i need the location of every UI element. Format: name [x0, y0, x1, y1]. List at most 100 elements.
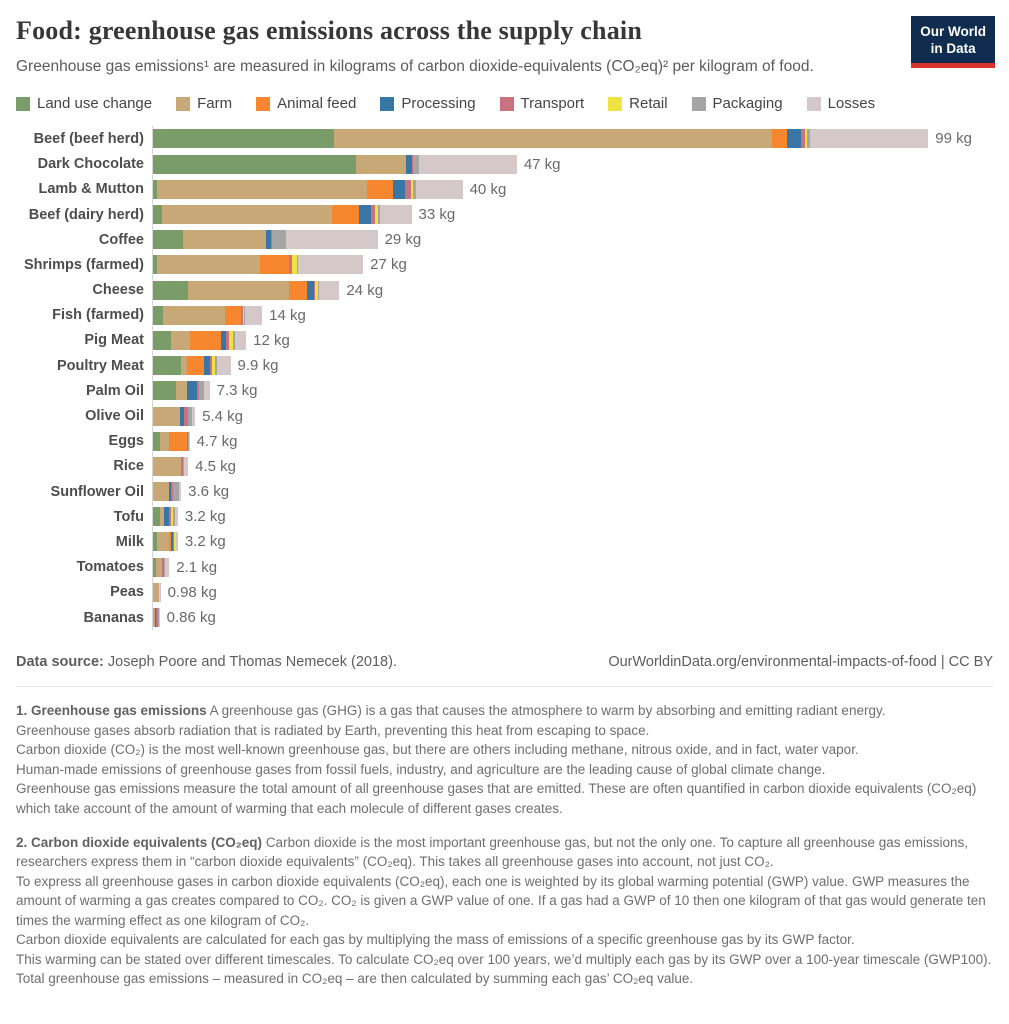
bar-segment-packaging[interactable]	[188, 406, 192, 426]
bar-segment-transport[interactable]	[801, 129, 806, 149]
bar-segment-farm[interactable]	[175, 381, 188, 401]
bar-segment-land-use-change[interactable]	[153, 381, 176, 401]
bar-segment-packaging[interactable]	[232, 330, 236, 350]
bar-segment-processing[interactable]	[169, 482, 171, 502]
bar-segment-transport[interactable]	[209, 356, 212, 376]
legend-item-animal-feed[interactable]: Animal feed	[256, 95, 356, 112]
bar-segment-packaging[interactable]	[318, 280, 320, 300]
bar-segment-processing[interactable]	[307, 280, 315, 300]
bar-segment-animal-feed[interactable]	[168, 431, 188, 451]
bar-segment-retail[interactable]	[229, 330, 233, 350]
legend-item-retail[interactable]: Retail	[608, 95, 668, 112]
bar-segment-animal-feed[interactable]	[289, 280, 308, 300]
bar-segment-farm[interactable]	[153, 482, 170, 502]
bar-segment-processing[interactable]	[204, 356, 210, 376]
bar-segment-farm[interactable]	[163, 305, 225, 325]
owid-link[interactable]: OurWorldinData.org/environmental-impacts…	[608, 654, 993, 671]
bar-segment-losses[interactable]	[285, 230, 378, 250]
bar-segment-packaging[interactable]	[214, 356, 218, 376]
bar-segment-packaging[interactable]	[413, 179, 416, 199]
bar-segment-land-use-change[interactable]	[153, 532, 157, 552]
legend-item-transport[interactable]: Transport	[499, 95, 584, 112]
legend-item-packaging[interactable]: Packaging	[691, 95, 783, 112]
bar-segment-retail[interactable]	[170, 507, 174, 527]
legend-item-processing[interactable]: Processing	[380, 95, 476, 112]
legend-item-farm[interactable]: Farm	[176, 95, 232, 112]
bar-segment-land-use-change[interactable]	[153, 154, 356, 174]
bar-segment-land-use-change[interactable]	[153, 205, 163, 225]
bar-segment-processing[interactable]	[187, 381, 197, 401]
bar-segment-transport[interactable]	[371, 205, 376, 225]
bar-segment-retail[interactable]	[375, 205, 378, 225]
bar-segment-losses[interactable]	[204, 381, 210, 401]
legend-item-land-use-change[interactable]: Land use change	[16, 95, 152, 112]
bar-segment-processing[interactable]	[171, 532, 173, 552]
bar-segment-transport[interactable]	[411, 154, 413, 174]
bar-segment-losses[interactable]	[175, 507, 178, 527]
bar-segment-animal-feed[interactable]	[186, 356, 205, 376]
bar-segment-animal-feed[interactable]	[189, 330, 221, 350]
bar-segment-land-use-change[interactable]	[153, 230, 183, 250]
bar-segment-land-use-change[interactable]	[153, 255, 158, 275]
bar-segment-transport[interactable]	[158, 582, 160, 602]
bar-segment-farm[interactable]	[156, 532, 169, 552]
bar-segment-retail[interactable]	[315, 280, 319, 300]
bar-segment-losses[interactable]	[178, 482, 182, 502]
bar-segment-packaging[interactable]	[158, 608, 159, 628]
bar-segment-packaging[interactable]	[183, 456, 184, 476]
bar-segment-processing[interactable]	[392, 179, 406, 199]
bar-segment-transport[interactable]	[226, 330, 230, 350]
bar-segment-farm[interactable]	[333, 129, 773, 149]
bar-segment-transport[interactable]	[184, 406, 188, 426]
bar-segment-packaging[interactable]	[175, 532, 177, 552]
bar-segment-processing[interactable]	[787, 129, 802, 149]
bar-segment-losses[interactable]	[380, 205, 412, 225]
bar-segment-land-use-change[interactable]	[153, 305, 164, 325]
bar-segment-land-use-change[interactable]	[153, 280, 189, 300]
bar-segment-farm[interactable]	[162, 205, 332, 225]
bar-segment-transport[interactable]	[181, 456, 183, 476]
bar-segment-packaging[interactable]	[173, 482, 179, 502]
bar-segment-losses[interactable]	[159, 582, 161, 602]
bar-segment-losses[interactable]	[164, 557, 170, 577]
bar-segment-farm[interactable]	[160, 507, 165, 527]
bar-segment-losses[interactable]	[298, 255, 364, 275]
bar-segment-land-use-change[interactable]	[153, 356, 182, 376]
bar-segment-animal-feed[interactable]	[168, 532, 172, 552]
bar-segment-transport[interactable]	[241, 305, 244, 325]
bar-segment-transport[interactable]	[155, 608, 159, 628]
bar-segment-packaging[interactable]	[244, 305, 245, 325]
bar-segment-transport[interactable]	[169, 507, 171, 527]
bar-segment-farm[interactable]	[153, 582, 159, 602]
bar-segment-farm[interactable]	[153, 608, 156, 628]
bar-segment-losses[interactable]	[809, 129, 929, 149]
bar-segment-transport[interactable]	[172, 532, 174, 552]
bar-segment-transport[interactable]	[161, 557, 164, 577]
bar-segment-farm[interactable]	[153, 406, 181, 426]
bar-segment-animal-feed[interactable]	[367, 179, 393, 199]
bar-segment-animal-feed[interactable]	[772, 129, 788, 149]
bar-segment-losses[interactable]	[415, 179, 463, 199]
bar-segment-processing[interactable]	[220, 330, 227, 350]
legend-item-losses[interactable]: Losses	[806, 95, 875, 112]
bar-segment-animal-feed[interactable]	[260, 255, 290, 275]
bar-segment-retail[interactable]	[182, 456, 184, 476]
bar-segment-animal-feed[interactable]	[224, 305, 241, 325]
bar-segment-processing[interactable]	[164, 507, 170, 527]
bar-segment-packaging[interactable]	[413, 154, 420, 174]
bar-segment-land-use-change[interactable]	[153, 507, 161, 527]
bar-segment-retail[interactable]	[243, 305, 245, 325]
bar-segment-land-use-change[interactable]	[153, 431, 161, 451]
bar-segment-losses[interactable]	[235, 330, 247, 350]
bar-segment-transport[interactable]	[170, 482, 173, 502]
bar-segment-farm[interactable]	[160, 431, 169, 451]
bar-segment-packaging[interactable]	[377, 205, 381, 225]
bar-segment-land-use-change[interactable]	[153, 330, 171, 350]
bar-segment-processing[interactable]	[180, 406, 185, 426]
bar-segment-transport[interactable]	[405, 179, 411, 199]
bar-segment-transport[interactable]	[187, 431, 189, 451]
bar-segment-packaging[interactable]	[199, 381, 205, 401]
bar-segment-processing[interactable]	[406, 154, 412, 174]
bar-segment-packaging[interactable]	[806, 129, 810, 149]
bar-segment-packaging[interactable]	[163, 557, 165, 577]
